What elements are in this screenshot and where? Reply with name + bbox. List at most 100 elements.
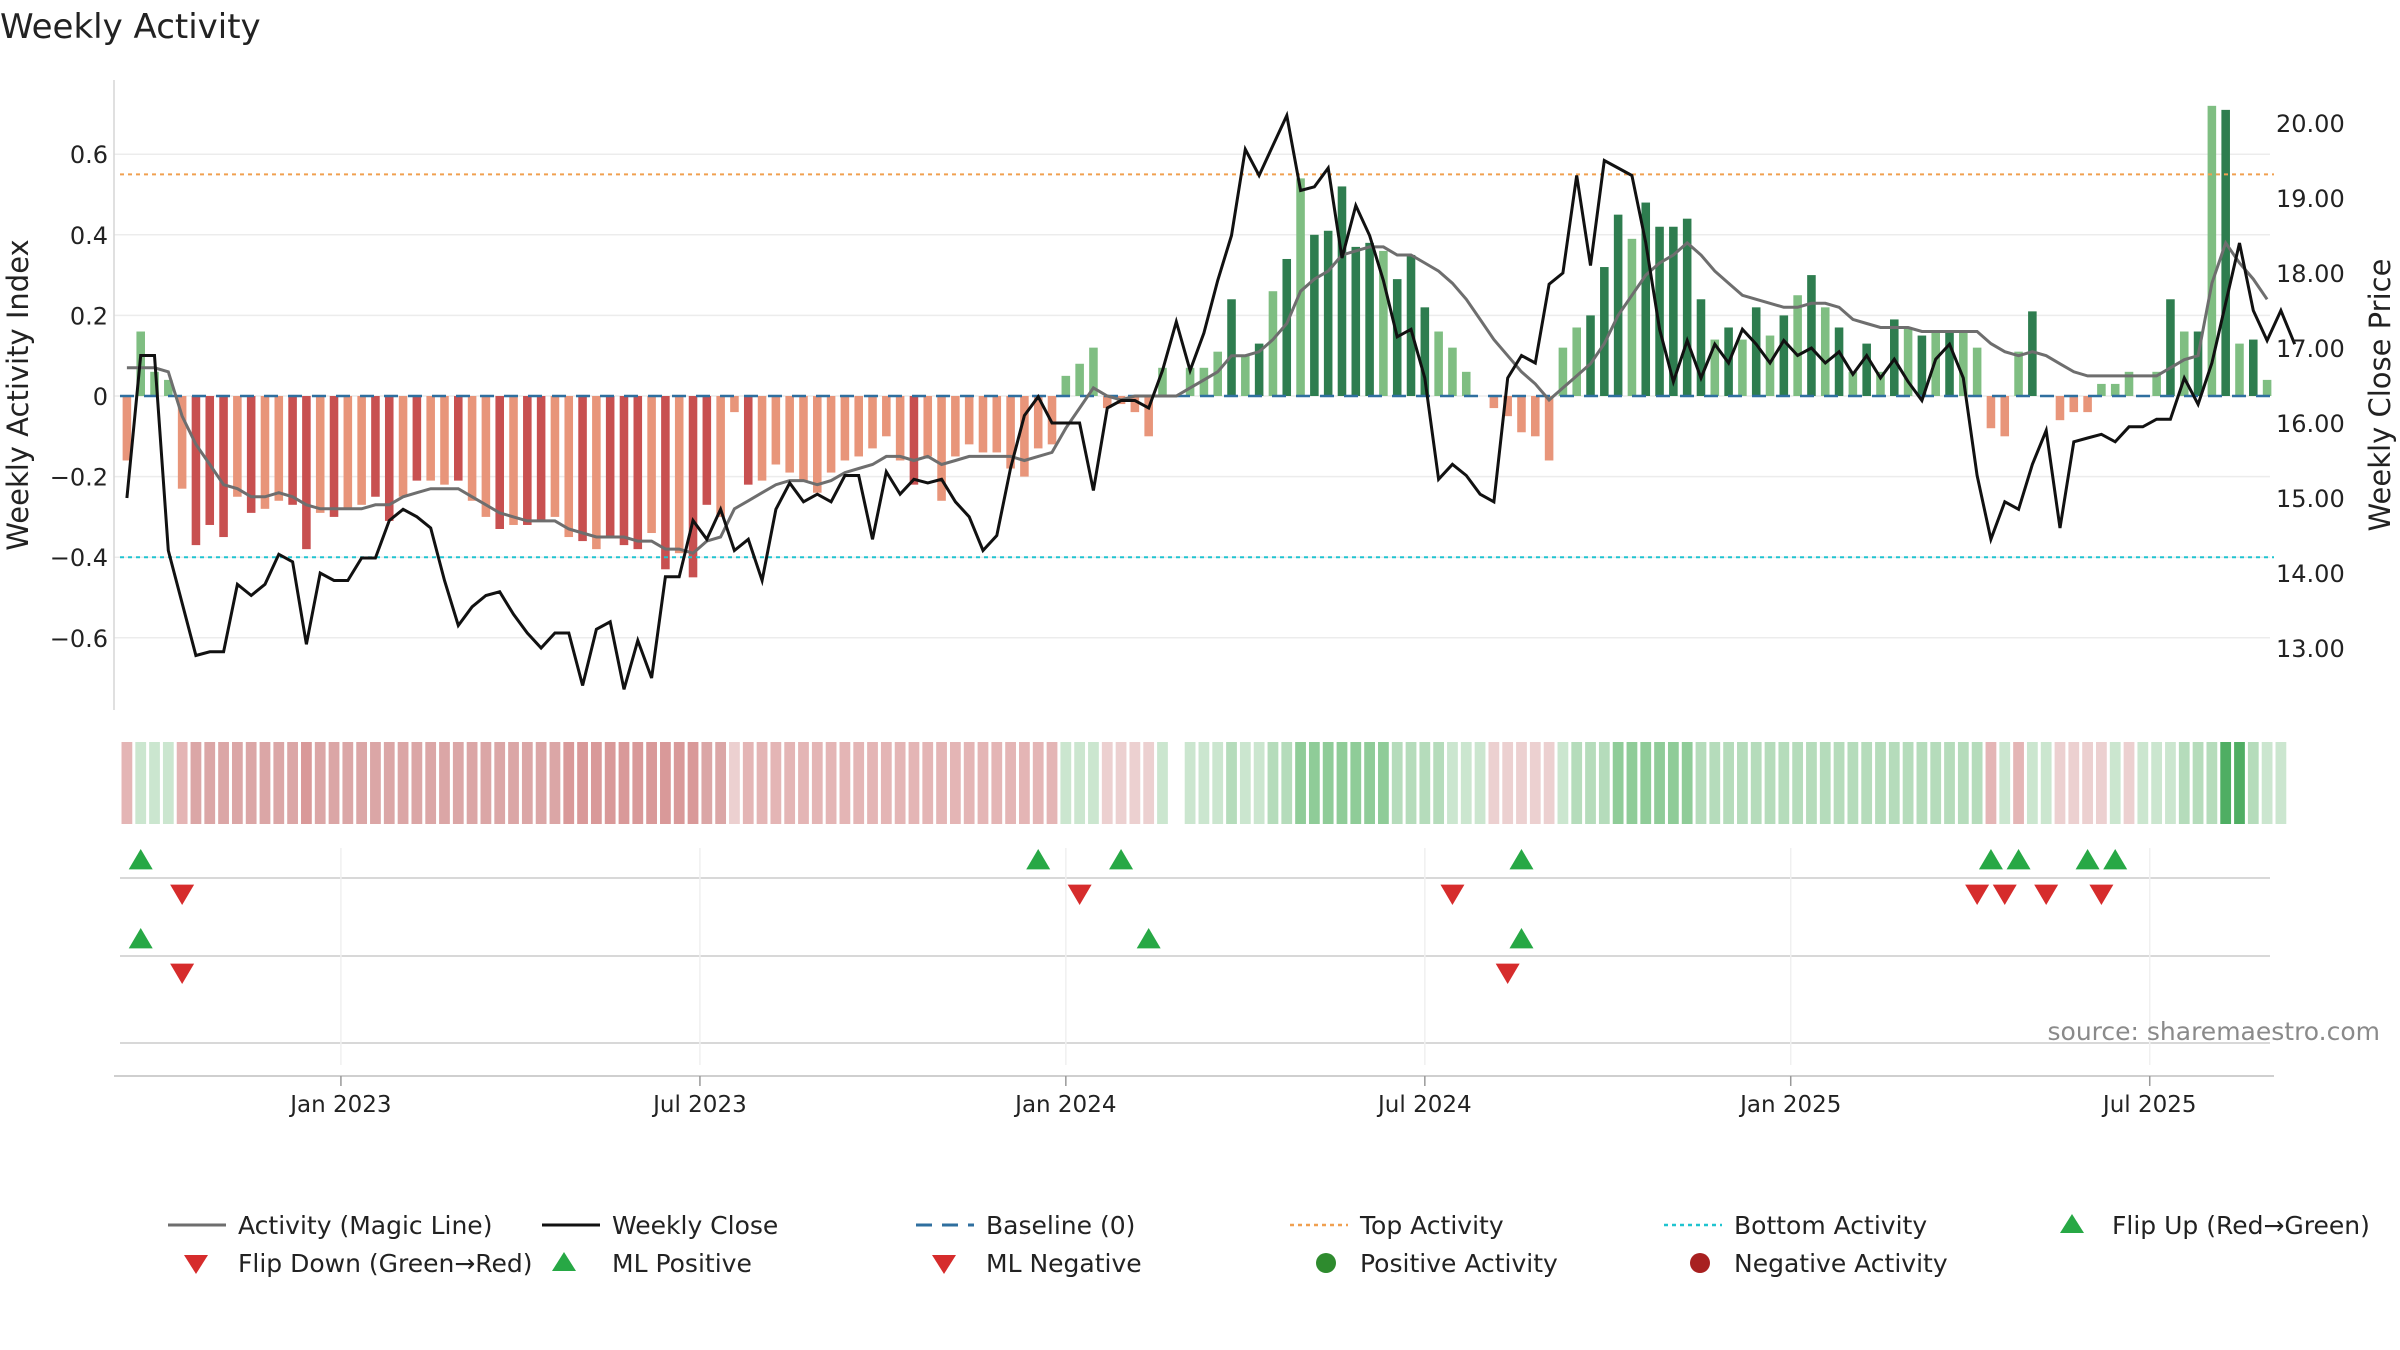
activity-bar [868,396,877,449]
legend-swatch [184,1255,208,1274]
activity-bar [1227,299,1236,396]
flip-up-marker [2006,849,2031,870]
activity-bar [1365,242,1374,396]
activity-bar [730,396,739,413]
y-tick-label: 0.4 [70,222,108,250]
activity-bar [2028,311,2037,396]
strip-cell [811,742,823,824]
strip-cell [1667,742,1679,824]
strip-cell [287,742,298,824]
activity-bar [771,396,781,465]
strip-cell [2220,742,2232,824]
strip-cell [1861,742,1873,824]
strip-cell [1101,742,1113,824]
strip-cell [411,742,423,824]
main-panel: 0.6 0.4 0.2 0 −0.2 −0.4 −0.6 20.00 19.00 18.00 17… [1,80,2397,710]
strip-cell [397,742,409,824]
activity-bar [1710,339,1720,396]
legend-label: Activity (Magic Line) [238,1211,492,1240]
strip-cell [618,742,630,824]
y2-tick-label: 16.00 [2276,410,2345,438]
flip-up-marker [2075,849,2100,870]
activity-bar [454,396,463,481]
activity-bar [1379,250,1388,396]
activity-bar [398,396,408,497]
strip-cell [1695,742,1707,824]
strip-cell [687,742,699,824]
activity-bar [1586,315,1595,396]
activity-bar [743,396,753,485]
activity-bar [909,396,919,485]
strip-cell [162,742,174,824]
activity-bar [177,396,187,489]
strip-cell [494,742,506,824]
strip-cell [1585,742,1596,824]
strip-cell [370,742,381,824]
source-note: source: sharemaestro.com [2048,1017,2381,1046]
activity-bar [1199,367,1209,396]
activity-bar [2069,396,2079,413]
activity-bar [605,396,615,538]
activity-bar [1420,307,1430,396]
strip-cell [1281,742,1293,824]
ml-negative-marker [1495,963,1520,984]
strip-cell [1543,742,1555,824]
strip-cell [1833,742,1845,824]
y-tick-label: −0.6 [50,625,108,653]
activity-bar [384,396,394,521]
strip-cell [342,742,354,824]
strip-cell [1060,742,1072,824]
strip-cell [1350,742,1362,824]
strip-cell [867,742,878,824]
activity-bar [1033,396,1043,449]
activity-bar [1461,371,1471,396]
legend-swatch [932,1255,956,1274]
strip-cell [1764,742,1776,824]
activity-bar [315,396,325,513]
strip-cell [1088,742,1099,824]
legend-label: Flip Up (Red→Green) [2112,1211,2370,1240]
activity-bar [1751,307,1761,396]
legend-item: Negative Activity [1690,1249,1948,1278]
strip-cell [1336,742,1348,824]
strip-cell [1612,742,1624,824]
strip-cell [1184,742,1196,824]
strip-cell [1819,742,1831,824]
strip-cell [2178,742,2190,824]
strip-cell [425,742,437,824]
legend-swatch [1316,1253,1336,1273]
strip-cell [632,742,644,824]
strip-cell [894,742,906,824]
activity-bar [1820,307,1830,396]
activity-bar [674,396,684,554]
activity-bar [1655,226,1664,396]
activity-bar [1669,226,1678,396]
strip-cell [2151,742,2163,824]
activity-bar [564,396,574,538]
activity-bar [1061,375,1071,396]
legend: Activity (Magic Line) Weekly Close Baselin… [168,1211,2370,1278]
activity-bar [992,396,1002,453]
activity-bar [1268,291,1278,396]
strip-cell [383,742,395,824]
legend-label: ML Negative [986,1249,1142,1278]
y-tick-label: −0.2 [50,464,108,492]
activity-bar [2000,396,2010,437]
strip-cell [1019,742,1030,824]
strip-cell [660,742,671,824]
activity-bar [260,396,270,509]
activity-bar [302,396,311,550]
strip-cell [190,742,202,824]
activity-bar [1641,202,1651,396]
activity-bar [1448,347,1457,396]
strip-cell [1447,742,1458,824]
strip-cell [1944,742,1955,824]
strip-cell [2040,742,2052,824]
strip-cell [1778,742,1790,824]
activity-bar [1213,351,1222,396]
strip-cell [521,742,533,824]
strip-cell [2137,742,2149,824]
strip-cell [1502,742,1514,824]
strip-cell [508,742,519,824]
legend-item: Baseline (0) [916,1211,1135,1240]
